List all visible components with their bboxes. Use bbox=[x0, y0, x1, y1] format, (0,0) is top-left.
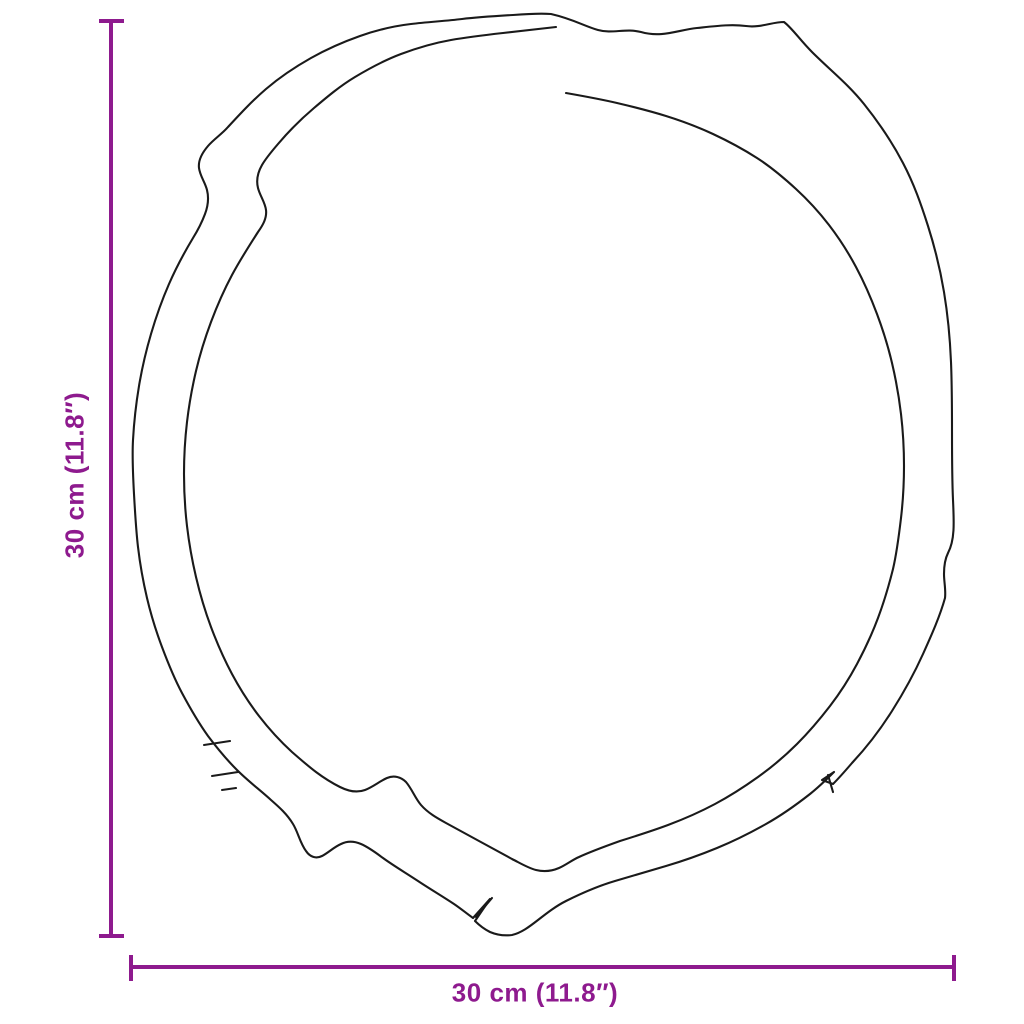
mirror-rim-inner-edge bbox=[182, 25, 906, 873]
mirror-outer-edge bbox=[131, 12, 955, 937]
rim-notch-tick-edge bbox=[220, 786, 238, 792]
width-dimension-label: 30 cm (11.8″) bbox=[451, 977, 619, 1008]
rim-notch-tick-upper bbox=[202, 739, 232, 747]
height-dimension-label: 30 cm (11.8″) bbox=[59, 391, 90, 559]
rim-notch-tick-lower bbox=[210, 770, 240, 778]
edge-chip-tick-right bbox=[826, 773, 835, 794]
edge-chip-tick-bottom bbox=[474, 896, 494, 919]
